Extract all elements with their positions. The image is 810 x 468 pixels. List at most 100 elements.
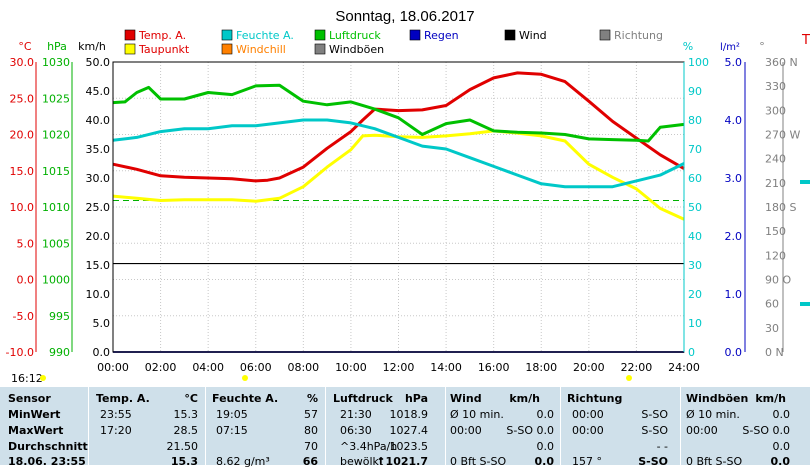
wind-tick-label: 20.0: [86, 230, 111, 243]
table-cell: 0.0: [772, 408, 791, 421]
legend-label: Taupunkt: [138, 43, 190, 56]
humidity-tick-label: 20: [688, 288, 702, 301]
table-cell: 0.0: [772, 440, 791, 453]
x-tick-label: 24:00: [668, 361, 700, 374]
table-row-label: 18.06. 23:55: [8, 455, 86, 468]
humidity-tick-label: 70: [688, 143, 702, 156]
x-tick-label: 14:00: [430, 361, 462, 374]
chart-labels: Sonntag, 18.06.2017 °C hPa km/h% l/m² ° 30.0 25…: [6, 8, 810, 385]
table-header: Wind: [450, 392, 482, 405]
rain-tick-label: 5.0: [725, 56, 743, 69]
x-tick-label: 22:00: [621, 361, 653, 374]
table-cell: 0 Bft S-SO: [686, 455, 743, 468]
x-tick-label: 04:00: [192, 361, 224, 374]
table-column-separator: [680, 387, 681, 465]
table-header: °C: [184, 392, 198, 405]
table-header: Windböen: [686, 392, 749, 405]
table-row-label: Durchschnitt: [8, 440, 88, 453]
direction-tick-label: 120: [765, 249, 786, 262]
direction-tick-label: 300: [765, 104, 786, 117]
x-tick-label: 10:00: [335, 361, 367, 374]
wind-tick-label: 0.0: [93, 346, 111, 359]
legend-swatch: [124, 29, 136, 41]
wind-tick-label: 40.0: [86, 114, 111, 127]
legend-label: Windchill: [236, 43, 286, 56]
table-cell: 00:00: [572, 424, 604, 437]
marker-time: 16:12: [11, 372, 43, 385]
table-cell: 19:05: [216, 408, 248, 421]
direction-tick-label: 90 O: [765, 274, 791, 287]
direction-tick-label: 270 W: [765, 129, 800, 142]
temp-tick-label: 15.0: [10, 165, 35, 178]
series-line-3: [112, 83, 685, 143]
direction-axis-label: °: [759, 40, 765, 53]
table-column-separator: [325, 387, 326, 465]
rain-tick-label: 1.0: [725, 288, 743, 301]
pressure-axis-label: hPa: [47, 40, 67, 53]
pressure-tick-label: 1015: [42, 165, 70, 178]
pressure-tick-label: 1025: [42, 92, 70, 105]
legend-label: Windböen: [329, 43, 384, 56]
table-cell: Ø 10 min.: [686, 408, 740, 421]
direction-tick-label: 240: [765, 153, 786, 166]
table-cell: 28.5: [173, 424, 199, 437]
table-row-label: MinWert: [8, 408, 61, 421]
wind-tick-label: 15.0: [86, 259, 111, 272]
temp-tick-label: 5.0: [17, 237, 35, 250]
legend-label: Regen: [424, 29, 459, 42]
temp-tick-label: -10.0: [6, 346, 34, 359]
weather-chart: Sonntag, 18.06.2017 °C hPa km/h% l/m² ° 30.0 25…: [6, 8, 810, 385]
table-cell: 70: [304, 440, 318, 453]
table-cell: 1023.5: [389, 440, 429, 453]
table-header: hPa: [404, 392, 428, 405]
wind-tick-label: 5.0: [93, 317, 111, 330]
humidity-tick-label: 100: [688, 56, 709, 69]
x-tick-label: 02:00: [145, 361, 177, 374]
table-column-separator: [560, 387, 561, 465]
table-cell: 57: [304, 408, 318, 421]
humidity-axis-label: %: [683, 40, 693, 53]
table-header: km/h: [509, 392, 540, 405]
table-cell: S-SO: [641, 408, 668, 421]
x-tick-label: 18:00: [525, 361, 557, 374]
x-tick-label: 16:00: [478, 361, 510, 374]
table-cell: 0.0: [536, 408, 555, 421]
table-cell: 17:20: [100, 424, 132, 437]
humidity-tick-label: 80: [688, 114, 702, 127]
chart-title: Sonntag, 18.06.2017: [335, 8, 474, 25]
pressure-tick-label: 1030: [42, 56, 70, 69]
table-cell: 15.3: [170, 455, 198, 468]
humidity-tick-label: 10: [688, 317, 702, 330]
marker-dot: [626, 375, 632, 381]
temp-tick-label: 20.0: [10, 129, 35, 142]
rain-tick-label: 0.0: [725, 346, 743, 359]
x-tick-label: 12:00: [383, 361, 415, 374]
pressure-tick-label: 1000: [42, 274, 70, 287]
humidity-tick-label: 60: [688, 172, 702, 185]
direction-tick-label: 330: [765, 80, 786, 93]
rain-tick-label: 3.0: [725, 172, 743, 185]
chart-legend: Temp. A. Feuchte A. Luftdruck Regen Wind Rich…: [124, 29, 663, 56]
table-cell: - -: [656, 440, 668, 453]
stats-table: Sensor Temp. A. °C Feuchte A.% Luftdruck hPa W…: [0, 387, 810, 468]
table-cell: 07:15: [216, 424, 248, 437]
rain-axis-label: l/m²: [720, 42, 740, 53]
wind-tick-label: 50.0: [86, 56, 111, 69]
humidity-tick-label: 40: [688, 230, 702, 243]
table-row-label: MaxWert: [8, 424, 64, 437]
side-indicator: [800, 302, 810, 306]
wind-tick-label: 25.0: [86, 201, 111, 214]
table-cell: 1027.4: [389, 424, 429, 437]
table-cell: 80: [304, 424, 318, 437]
pressure-tick-label: 1020: [42, 129, 70, 142]
legend-label: Luftdruck: [329, 29, 381, 42]
series-line-1: [112, 129, 685, 221]
temp-tick-label: 10.0: [10, 201, 35, 214]
table-header: Sensor: [8, 392, 51, 405]
humidity-tick-label: 30: [688, 259, 702, 272]
chart-grid: [112, 61, 685, 353]
table-cell: 0.0: [534, 455, 555, 468]
table-cell: 0.0: [770, 455, 791, 468]
table-cell: 21.50: [166, 440, 199, 453]
side-label: T: [801, 33, 810, 48]
